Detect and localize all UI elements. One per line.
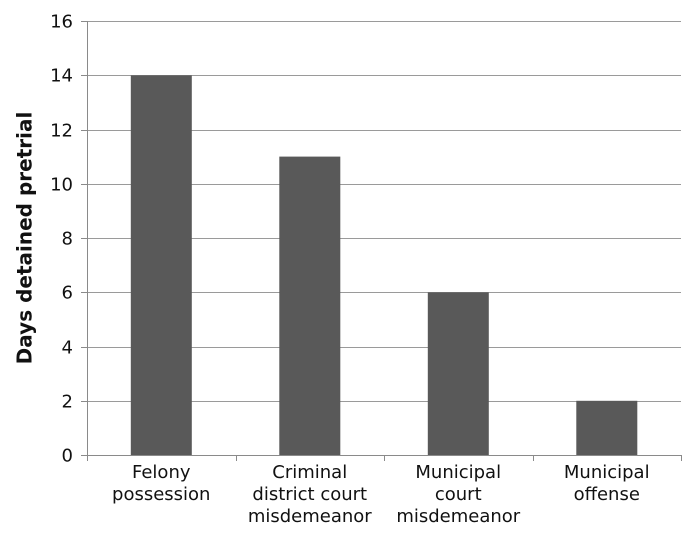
- y-tick-labels: 0 2 4 6 8 10 12 14 16: [50, 12, 87, 467]
- x-category-label: Municipal court misdemeanor: [396, 462, 520, 527]
- x-category-label-line: Felony: [132, 462, 191, 483]
- y-tick-label: 12: [50, 121, 73, 142]
- x-category-label-line: misdemeanor: [396, 506, 520, 527]
- x-category-label-line: misdemeanor: [248, 506, 372, 527]
- x-category-label: Felony possession: [112, 462, 210, 505]
- y-tick-label: 14: [50, 66, 73, 87]
- y-tick-label: 0: [62, 446, 73, 467]
- x-category-label-line: Municipal: [564, 462, 650, 483]
- y-tick-label: 8: [62, 229, 73, 250]
- bar: [427, 292, 489, 456]
- y-tick-label: 16: [50, 12, 73, 33]
- x-category-label-line: possession: [112, 484, 210, 505]
- bar: [279, 156, 341, 455]
- bar: [576, 400, 638, 456]
- x-category-label-line: Criminal: [272, 462, 347, 483]
- y-tick-label: 4: [62, 338, 73, 359]
- y-tick-label: 2: [62, 392, 73, 413]
- y-tick-label: 6: [62, 283, 73, 304]
- x-category-label-line: offense: [574, 484, 640, 505]
- bars: [130, 75, 638, 456]
- x-category-label: Criminal district court misdemeanor: [248, 462, 372, 527]
- x-category-label-line: Municipal: [415, 462, 501, 483]
- y-axis-title: Days detained pretrial: [13, 112, 37, 365]
- x-category-label: Municipal offense: [564, 462, 650, 505]
- axes: [87, 21, 682, 461]
- bar: [130, 75, 192, 456]
- y-tick-label: 10: [50, 175, 73, 196]
- x-category-label-line: court: [435, 484, 482, 505]
- x-category-label-line: district court: [252, 484, 367, 505]
